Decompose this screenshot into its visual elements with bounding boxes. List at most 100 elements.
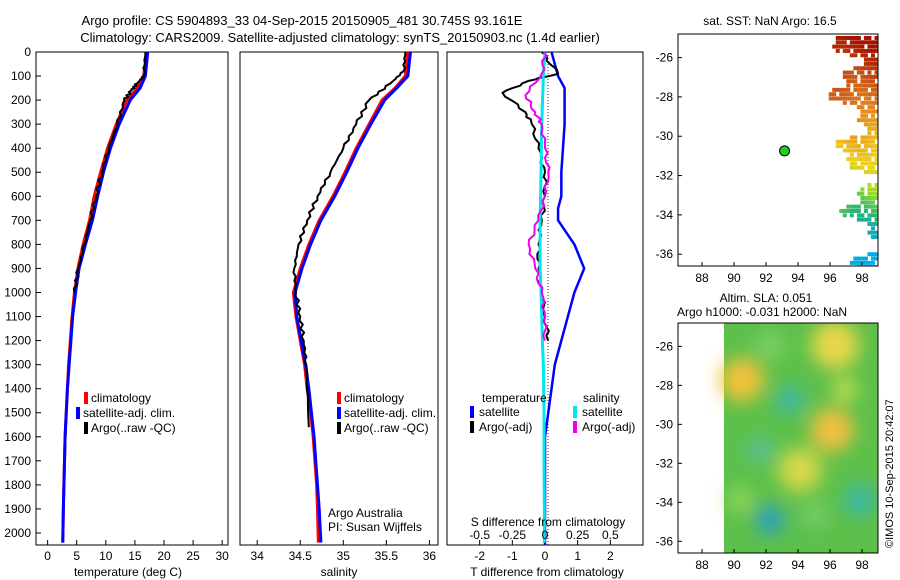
sst-cell: [867, 187, 872, 192]
sst-cell: [870, 221, 875, 226]
sst-cell: [835, 144, 840, 149]
temperature-profile-xtick-label-3: 15: [128, 549, 142, 563]
sst-cell: [846, 79, 851, 84]
sst-cell: [860, 139, 865, 144]
depth-tick-label-14: 1400: [4, 382, 31, 396]
sst-cell: [860, 213, 865, 218]
sst-cell: [860, 165, 865, 170]
sst-cell: [870, 40, 875, 45]
salinity-profile-series-1: [293, 52, 412, 543]
sst-cell: [878, 222, 882, 226]
sst-cell: [878, 261, 882, 265]
sst-cell: [870, 256, 875, 261]
sst-cell: [867, 44, 872, 49]
sla-map-title-line-1: Altim. SLA: 0.051: [720, 291, 813, 305]
sst-cell: [874, 70, 878, 75]
sst-cell: [878, 40, 882, 44]
sst-cell: [878, 192, 882, 196]
sst-cell: [874, 252, 878, 257]
sst-cell: [874, 83, 878, 88]
sst-cell: [878, 97, 882, 101]
difference-x-ticks: -2 -1 0 1 2: [474, 540, 614, 563]
sst-map-field: [678, 34, 882, 266]
sst-cell: [878, 213, 882, 217]
sst-cell: [842, 148, 847, 153]
sst-cell: [878, 101, 882, 105]
sst-cell: [846, 148, 851, 153]
sst-cell: [867, 161, 872, 166]
depth-tick-label-9: 900: [11, 261, 31, 275]
sst-cell: [860, 70, 865, 75]
sst-cell: [853, 139, 858, 144]
sst-map-xtick-label-5: 98: [855, 271, 869, 285]
sst-cell: [870, 48, 875, 53]
sst-cell: [849, 70, 854, 75]
sst-cell: [867, 217, 872, 222]
sst-cell: [874, 122, 878, 127]
sst-cell: [878, 71, 882, 75]
pi-annotation: PI: Susan Wijffels: [328, 520, 422, 534]
sst-cell: [874, 48, 878, 53]
sst-cell: [867, 165, 872, 170]
sst-cell: [856, 44, 861, 49]
salinity-legend-climatology-label: climatology: [344, 391, 404, 405]
sla-blob: [748, 438, 772, 462]
sst-cell: [870, 79, 875, 84]
sst-cell: [853, 148, 858, 153]
sst-cell: [849, 139, 854, 144]
sst-cell: [842, 139, 847, 144]
sst-cell: [863, 48, 868, 53]
sst-cell: [853, 83, 858, 88]
legend-t-argo-swatch: [470, 421, 474, 433]
sst-cell: [842, 213, 847, 218]
salinity-profile-xtick-label-4: 36: [423, 549, 437, 563]
sla-blob: [803, 503, 827, 527]
sst-cell: [849, 100, 854, 105]
sst-cell: [860, 100, 865, 105]
sla-map-ytick-label-4: -34: [656, 495, 674, 509]
depth-tick-label-20: 2000: [4, 526, 31, 540]
sst-cell: [867, 260, 872, 265]
difference-xtick-label-0: -2: [474, 549, 485, 563]
salinity-profile-series-2: [292, 52, 407, 428]
legend-satellite-swatch: [76, 407, 80, 419]
difference-xtick-label-3: 1: [574, 549, 581, 563]
sst-cell: [867, 135, 872, 140]
legend-t-satellite-swatch: [470, 406, 474, 418]
sst-cell: [870, 161, 875, 166]
sst-cell: [870, 252, 875, 257]
sst-cell: [860, 113, 865, 118]
sst-cell: [870, 66, 875, 71]
sst-cell: [839, 44, 844, 49]
difference-xtick-label-1: -1: [507, 549, 518, 563]
sst-map-ticks: 88 90 92 94 96 98 -26 -28 -30 -32 -34 -36: [656, 51, 869, 285]
sst-cell: [878, 248, 882, 252]
sst-cell: [835, 40, 840, 45]
sst-cell: [839, 144, 844, 149]
sst-cell: [867, 118, 872, 123]
salinity-legend: climatology satellite-adj. clim. Argo(..…: [337, 391, 436, 435]
sst-cell: [856, 191, 861, 196]
sst-cell: [835, 44, 840, 49]
sst-cell: [860, 196, 865, 201]
sst-map-ytick-label-5: -36: [656, 247, 674, 261]
sst-cell: [878, 166, 882, 170]
sst-cell: [867, 35, 872, 40]
salinity-legend-argo-label: Argo(..raw -QC): [344, 421, 429, 435]
sst-cell: [860, 135, 865, 140]
sst-cell: [867, 126, 872, 131]
sst-cell: [835, 96, 840, 101]
sst-cell: [849, 35, 854, 40]
sst-cell: [832, 92, 837, 97]
sst-cell: [878, 118, 882, 122]
sla-map-xtick-label-1: 90: [727, 558, 741, 572]
figure-title-line-2: Climatology: CARS2009. Satellite-adjuste…: [80, 30, 600, 45]
sst-cell: [839, 40, 844, 45]
sst-cell: [846, 157, 851, 162]
sst-cell: [853, 260, 858, 265]
sst-cell: [870, 92, 875, 97]
sst-cell: [874, 44, 878, 49]
sst-cell: [874, 157, 878, 162]
sst-cell: [856, 260, 861, 265]
sst-cell: [860, 74, 865, 79]
